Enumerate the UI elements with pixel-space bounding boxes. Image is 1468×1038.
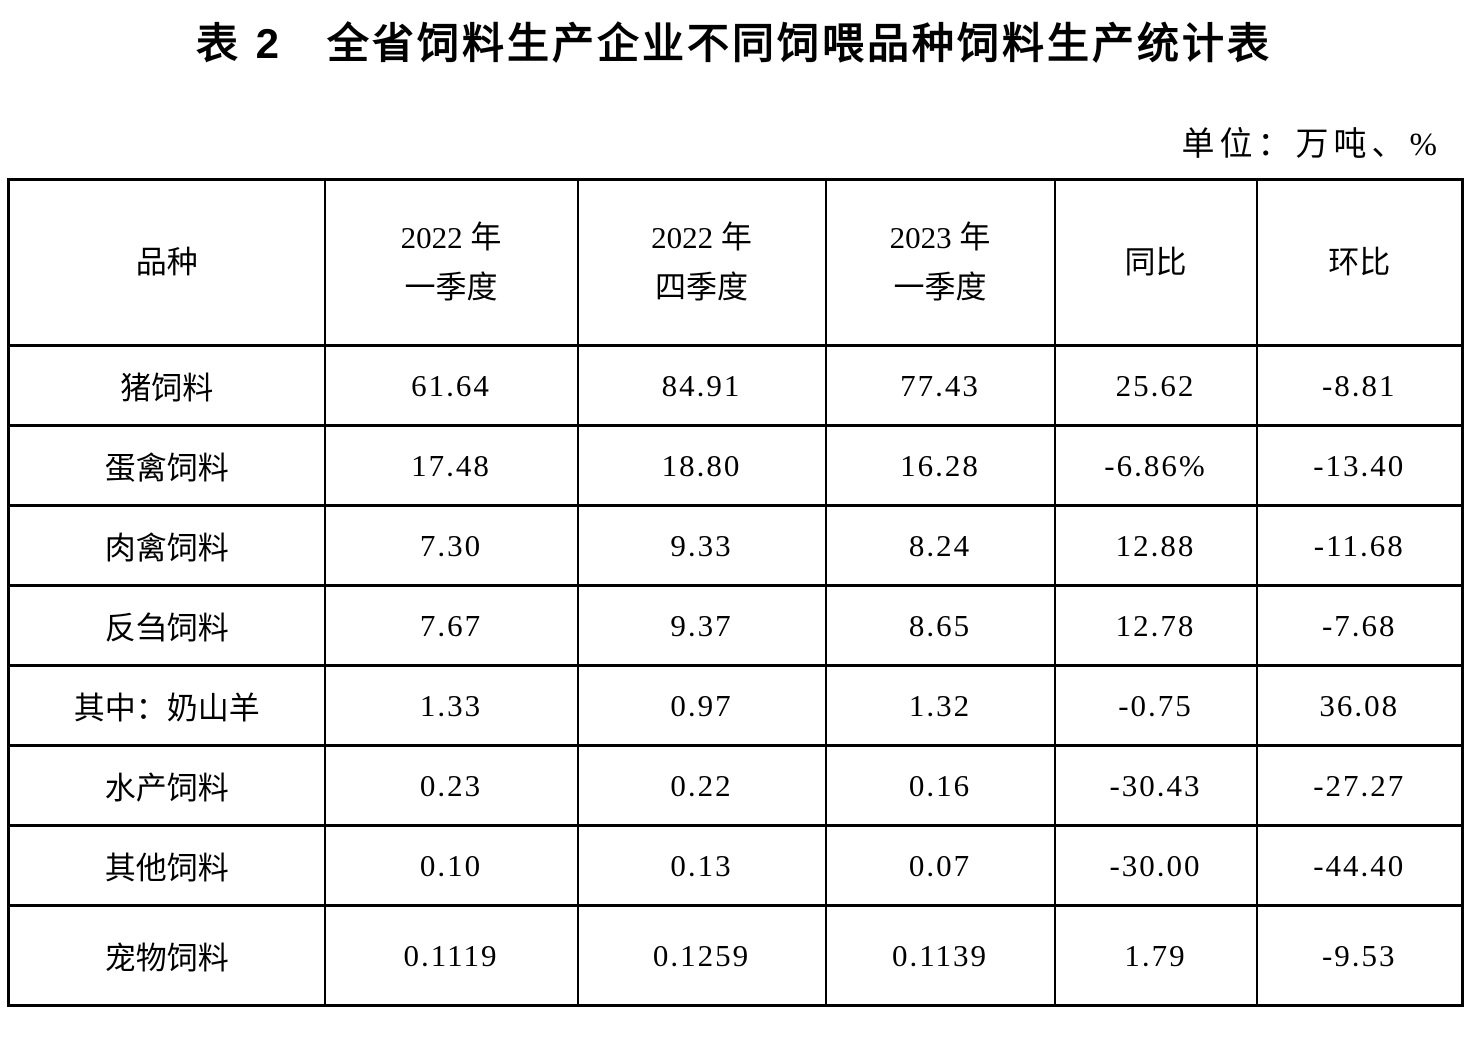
value-cell: 0.10 — [323, 824, 579, 907]
value-cell: 25.62 — [1053, 344, 1258, 427]
table-row-aquatic-feed: 水产饲料 0.23 0.22 0.16 -30.43 -27.27 — [7, 744, 1464, 827]
row-label: 宠物饲料 — [7, 904, 326, 1007]
col-header-2022-q4: 2022 年 四季度 — [576, 178, 827, 347]
value-cell: 18.80 — [576, 424, 827, 507]
col-header-label-line2: 四季度 — [655, 269, 748, 305]
col-header-label-line1: 2022 年 — [400, 219, 502, 255]
value-cell: 0.13 — [576, 824, 827, 907]
value-cell: 0.97 — [576, 664, 827, 747]
col-header-label: 品种 — [135, 244, 198, 280]
row-label: 猪饲料 — [7, 344, 326, 427]
value-cell: 9.33 — [576, 504, 827, 587]
value-cell: 0.22 — [576, 744, 827, 827]
value-cell: 1.33 — [323, 664, 579, 747]
col-header-2023-q1: 2023 年 一季度 — [824, 178, 1056, 347]
table-row-pig-feed: 猪饲料 61.64 84.91 77.43 25.62 -8.81 — [7, 344, 1464, 427]
table-row-meat-poultry-feed: 肉禽饲料 7.30 9.33 8.24 12.88 -11.68 — [7, 504, 1464, 587]
value-cell: 84.91 — [576, 344, 827, 427]
value-cell: 7.67 — [323, 584, 579, 667]
value-cell: 0.1119 — [323, 904, 579, 1007]
value-cell: 0.07 — [824, 824, 1056, 907]
table-row-ruminant-feed: 反刍饲料 7.67 9.37 8.65 12.78 -7.68 — [7, 584, 1464, 667]
value-cell: -0.75 — [1053, 664, 1258, 747]
value-cell: 17.48 — [323, 424, 579, 507]
col-header-label-line1: 2023 年 — [889, 219, 991, 255]
value-cell: -30.43 — [1053, 744, 1258, 827]
value-cell: 36.08 — [1255, 664, 1464, 747]
row-label: 其他饲料 — [7, 824, 326, 907]
value-cell: 8.65 — [824, 584, 1056, 667]
row-label: 肉禽饲料 — [7, 504, 326, 587]
unit-note: 单位：万吨、% — [1181, 127, 1442, 163]
row-label: 蛋禽饲料 — [7, 424, 326, 507]
value-cell: 0.1139 — [824, 904, 1056, 1007]
col-header-yoy: 同比 — [1053, 178, 1258, 347]
value-cell: 1.79 — [1053, 904, 1258, 1007]
value-cell: 77.43 — [824, 344, 1056, 427]
header-row: 品种 2022 年 一季度 2022 年 四季度 2023 年 一季度 同比 — [7, 178, 1464, 347]
value-cell: -9.53 — [1255, 904, 1464, 1007]
col-header-label: 同比 — [1124, 244, 1187, 280]
col-header-label-line1: 2022 年 — [651, 219, 752, 255]
value-cell: 16.28 — [824, 424, 1056, 507]
value-cell: -13.40 — [1255, 424, 1464, 507]
col-header-label-line2: 一季度 — [404, 269, 498, 305]
value-cell: 61.64 — [323, 344, 579, 427]
table-row-dairy-goat-feed: 其中：奶山羊 1.33 0.97 1.32 -0.75 36.08 — [7, 664, 1464, 747]
value-cell: -8.81 — [1255, 344, 1464, 427]
value-cell: 0.16 — [824, 744, 1056, 827]
value-cell: 9.37 — [576, 584, 827, 667]
col-header-mom: 环比 — [1255, 178, 1464, 347]
table-row-other-feed: 其他饲料 0.10 0.13 0.07 -30.00 -44.40 — [7, 824, 1464, 907]
col-header-label-line2: 一季度 — [893, 269, 987, 305]
feed-production-table: 品种 2022 年 一季度 2022 年 四季度 2023 年 一季度 同比 — [7, 178, 1464, 1007]
value-cell: 0.23 — [323, 744, 579, 827]
value-cell: 1.32 — [824, 664, 1056, 747]
value-cell: 0.1259 — [576, 904, 827, 1007]
value-cell: 8.24 — [824, 504, 1056, 587]
value-cell: -6.86% — [1053, 424, 1258, 507]
value-cell: 7.30 — [323, 504, 579, 587]
col-header-2022-q1: 2022 年 一季度 — [323, 178, 579, 347]
row-label: 反刍饲料 — [7, 584, 326, 667]
col-header-label: 环比 — [1328, 244, 1391, 280]
value-cell: 12.88 — [1053, 504, 1258, 587]
value-cell: -11.68 — [1255, 504, 1464, 587]
table-row-pet-feed: 宠物饲料 0.1119 0.1259 0.1139 1.79 -9.53 — [7, 904, 1464, 1007]
table-title: 表 2 全省饲料生产企业不同饲喂品种饲料生产统计表 — [195, 20, 1273, 67]
value-cell: 12.78 — [1053, 584, 1258, 667]
value-cell: -44.40 — [1255, 824, 1464, 907]
row-label: 水产饲料 — [7, 744, 326, 827]
row-label: 其中：奶山羊 — [7, 664, 326, 747]
table-row-egg-poultry-feed: 蛋禽饲料 17.48 18.80 16.28 -6.86% -13.40 — [7, 424, 1464, 507]
col-header-variety: 品种 — [7, 178, 326, 347]
value-cell: -30.00 — [1053, 824, 1258, 907]
value-cell: -27.27 — [1255, 744, 1464, 827]
value-cell: -7.68 — [1255, 584, 1464, 667]
